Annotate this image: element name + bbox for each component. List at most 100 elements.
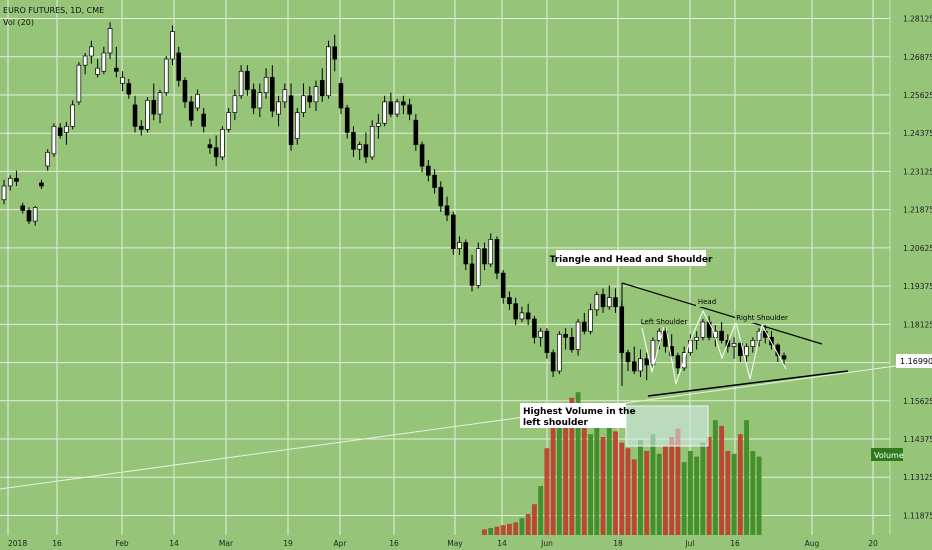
volume-bar (675, 428, 681, 535)
candle-body (631, 361, 637, 372)
candle-body (463, 242, 469, 265)
candle-body (226, 112, 231, 130)
candle-body (132, 104, 138, 127)
candle-body (606, 297, 612, 308)
candle-body (394, 101, 400, 115)
candle-body (332, 46, 338, 60)
candle-body (257, 92, 263, 109)
candle-body (638, 358, 643, 372)
candle-body (519, 312, 525, 320)
price-tick-label: 1.26875 (903, 53, 932, 62)
volume-bar (581, 417, 587, 535)
candle-body (344, 107, 350, 133)
price-tick-label: 1.14375 (903, 435, 932, 444)
time-tick-label: 14 (497, 539, 507, 548)
time-tick-label: Mar (219, 539, 234, 548)
volume-bar (575, 392, 581, 535)
candle-body (781, 355, 787, 360)
head-label: Head (698, 298, 716, 306)
candle-body (538, 330, 543, 338)
volume-bar (638, 439, 643, 535)
candle-body (625, 352, 631, 363)
candle-body (594, 294, 600, 311)
price-tick-label: 1.20625 (903, 244, 932, 253)
volume-bar (550, 423, 556, 535)
candle-body (188, 101, 194, 121)
candle-body (213, 147, 219, 158)
volume-bar (488, 528, 494, 535)
volume-bar (513, 522, 519, 535)
price-tick-label: 1.24375 (903, 129, 932, 138)
candle-body (326, 46, 331, 97)
candle-body (288, 95, 294, 146)
volume-bar (619, 442, 625, 535)
candle-body (769, 336, 774, 346)
candle-body (413, 119, 419, 146)
candle-body (688, 340, 693, 353)
triangle-lower-line (647, 370, 849, 397)
candle-body (600, 294, 606, 308)
candle-body (145, 99, 150, 130)
candle-body (82, 55, 88, 66)
volume-bar (706, 437, 712, 535)
candle-body (469, 263, 475, 286)
last-price-tag (896, 354, 932, 368)
candle-body (7, 177, 13, 187)
candle-body (694, 336, 699, 341)
candle-body (114, 67, 119, 72)
candle-body (357, 144, 362, 150)
candle-body (575, 321, 581, 350)
candle-body (582, 321, 587, 332)
long-trendline (0, 360, 932, 490)
volume-bar (594, 411, 600, 535)
candle-body (182, 80, 188, 103)
candle-body (76, 64, 82, 103)
volume-bar (650, 434, 656, 535)
time-tick-label: 18 (613, 539, 623, 548)
candle-body (32, 207, 38, 222)
time-tick-label: May (447, 539, 463, 548)
volume-bar (744, 420, 749, 535)
candle-body (563, 333, 568, 338)
candle-body (675, 355, 681, 369)
candle-body (1, 185, 7, 201)
volume-bar (644, 451, 650, 535)
time-axis[interactable]: 2018 16 Feb 14 Mar 19 Apr 16 May 14 Jun 18 Jul 16 Aug 2… (8, 539, 878, 548)
volume-bar (500, 525, 506, 535)
volume-bar (507, 523, 512, 535)
candle-body (51, 125, 57, 155)
candle-body (351, 132, 356, 150)
volume-bar (482, 529, 487, 535)
candle-body (432, 174, 437, 188)
head-bg (696, 296, 718, 307)
candle-body (307, 95, 313, 103)
candle-body (744, 346, 749, 357)
volume-bar (625, 448, 631, 535)
volume-bar (606, 414, 612, 535)
candle-body (419, 144, 425, 167)
candle-body (731, 343, 737, 347)
candle-body (475, 248, 481, 286)
time-tick-label: Jul (684, 539, 694, 548)
candle-body (450, 214, 456, 250)
candle-body (426, 165, 431, 176)
candle-body (494, 239, 500, 274)
volume-bar (669, 437, 675, 535)
candle-body (488, 239, 494, 265)
price-tick-label: 1.18125 (903, 320, 932, 329)
candle-body (57, 127, 63, 136)
candle-body (138, 125, 144, 130)
candle-body (39, 182, 44, 187)
candle-body (482, 248, 487, 265)
candle-body (276, 101, 281, 115)
time-tick-label: 19 (283, 539, 293, 548)
candle-body (101, 52, 107, 72)
candle-body (313, 86, 319, 103)
candle-body (207, 144, 213, 149)
candle-body (220, 129, 225, 158)
volume-bar (556, 409, 562, 535)
candle-body (64, 125, 69, 133)
price-tick-label: 1.23125 (903, 167, 932, 176)
candle-body (438, 187, 444, 207)
